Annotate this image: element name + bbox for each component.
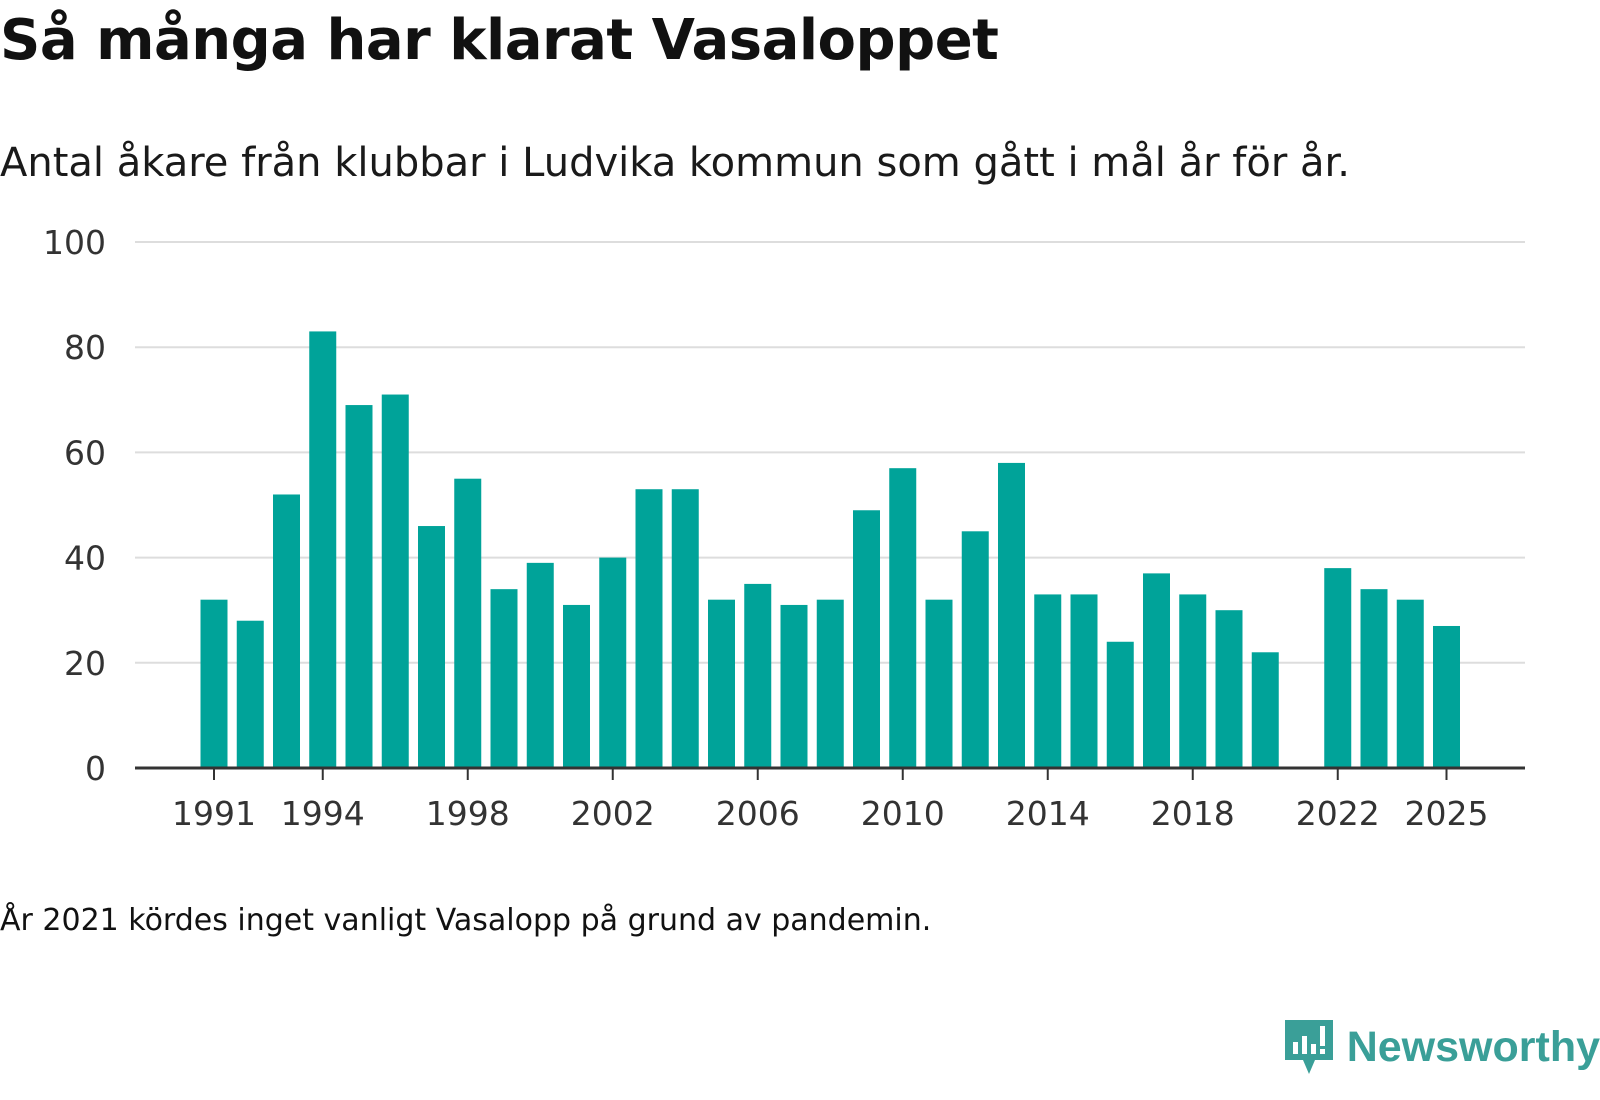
y-tick-label: 20 [64,644,106,683]
bars [200,331,1460,768]
bar-2023 [1360,589,1388,768]
bar-2012 [961,531,989,768]
bar-2024 [1396,599,1424,768]
bar-chart: 0 20 40 60 80 100 1991 1994 1998 2002 2006 2010 2014… [43,223,1525,833]
bar-2020 [1251,652,1279,768]
x-tick-label: 2018 [1151,794,1235,833]
axes: 0 20 40 60 80 100 1991 1994 1998 2002 2006 2010 2014… [43,223,1525,833]
bar-2018 [1179,594,1207,768]
bar-1995 [345,405,373,768]
x-tick-label: 1998 [426,794,510,833]
bar-2025 [1433,625,1460,768]
bar-2002 [599,557,627,768]
x-tick-label: 2010 [861,794,945,833]
bar-1992 [236,620,264,768]
brand-name: Newsworthy [1346,1022,1600,1071]
newsworthy-logo-icon [1284,1020,1333,1074]
bar-1999 [490,589,518,768]
bar-1997 [418,526,445,768]
brand-logo: Newsworthy [1281,1016,1600,1078]
bar-1996 [381,394,409,768]
x-tick-label: 2025 [1405,794,1489,833]
bar-2017 [1143,573,1170,768]
y-tick-label: 40 [64,539,106,578]
bar-2016 [1106,641,1134,768]
bar-2011 [925,599,953,768]
y-tick-label: 60 [64,433,106,472]
y-tick-label: 0 [85,749,106,788]
bar-2015 [1070,594,1098,768]
y-tick-label: 100 [43,223,106,262]
bar-2022 [1324,568,1352,768]
bar-1991 [200,599,228,768]
bar-2007 [780,604,808,768]
bar-1998 [454,478,482,768]
x-tick-label: 2006 [716,794,800,833]
bar-2005 [708,599,735,768]
bar-2006 [744,583,772,768]
bar-2019 [1215,610,1243,768]
bar-2000 [526,562,554,768]
bar-2003 [635,489,663,768]
bar-2014 [1034,594,1062,768]
chart-title: Så många har klarat Vasaloppet [0,8,999,73]
x-tick-label: 2022 [1296,794,1380,833]
bar-2008 [816,599,844,768]
x-tick-label: 2002 [571,794,655,833]
bar-2009 [853,510,880,768]
bar-2010 [889,468,917,768]
bar-2004 [671,489,699,768]
chart-subtitle: Antal åkare från klubbar i Ludvika kommu… [0,140,1350,186]
x-tick-label: 1994 [281,794,365,833]
y-tick-label: 80 [64,328,106,367]
x-tick-label: 2014 [1006,794,1090,833]
bar-2013 [998,462,1025,768]
bar-2001 [563,604,590,768]
bar-1993 [273,494,300,768]
bar-1994 [309,331,337,768]
x-tick-label: 1991 [172,794,256,833]
footnote: År 2021 kördes inget vanligt Vasalopp på… [0,903,932,938]
